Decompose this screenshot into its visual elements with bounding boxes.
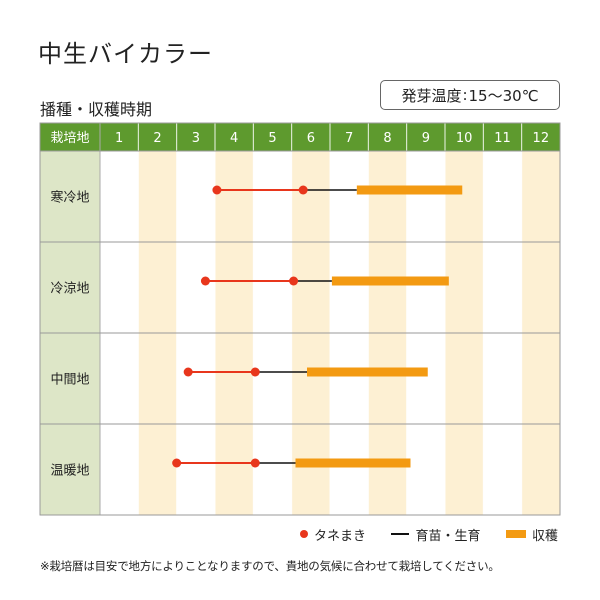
- sowing-start-dot-1: [212, 185, 222, 195]
- harvest-bar-icon: [505, 530, 526, 538]
- sowing-end-dot-1: [298, 185, 308, 195]
- harvest-bar-1: [356, 185, 463, 195]
- harvest-bar-4: [295, 458, 411, 468]
- month-label-12: 12: [533, 131, 550, 146]
- region-cell-1: [40, 151, 100, 242]
- region-label-3: 中間地: [50, 373, 89, 388]
- month-label-7: 7: [345, 131, 353, 146]
- growing-line-icon: [391, 533, 410, 535]
- month-label-11: 11: [494, 131, 511, 146]
- legend-label-sowing: タネまき: [314, 528, 367, 544]
- germination-temperature-value: 15～30℃: [468, 86, 539, 105]
- month-label-6: 6: [307, 131, 315, 146]
- germination-temperature-box: 発芽温度 : 15～30℃: [380, 80, 560, 110]
- region-label-1: 寒冷地: [50, 190, 89, 206]
- month-label-5: 5: [268, 131, 276, 146]
- germination-temperature-separator: :: [462, 86, 468, 104]
- month-label-2: 2: [153, 131, 161, 146]
- region-label-4: 温暖地: [50, 464, 89, 479]
- table-border: [39, 122, 561, 516]
- page-title: 中生バイカラー: [38, 40, 213, 68]
- legend-label-harvest: 収穫: [531, 528, 558, 544]
- cultivation-note: ※栽培暦は目安で地方によりことなりますので、貴地の気候に合わせて栽培してください…: [40, 559, 500, 573]
- table-header-background: [40, 123, 560, 151]
- harvest-bar-2: [331, 276, 449, 286]
- sowing-end-dot-3: [250, 367, 260, 377]
- region-cell-2: [40, 242, 100, 333]
- month-label-3: 3: [192, 131, 200, 146]
- sowing-start-dot-4: [172, 458, 182, 468]
- legend-item-growing: 育苗・生育: [391, 525, 481, 544]
- month-label-10: 10: [456, 131, 473, 146]
- region-cell-4: [40, 424, 100, 515]
- chart-title: 播種・収穫時期: [40, 100, 153, 119]
- sowing-start-dot-3: [183, 367, 193, 377]
- month-label-4: 4: [230, 131, 238, 146]
- legend-item-sowing: タネまき: [300, 525, 366, 544]
- region-cell-3: [40, 333, 100, 424]
- month-label-9: 9: [422, 131, 430, 146]
- month-label-8: 8: [383, 131, 391, 146]
- sowing-start-dot-2: [200, 276, 210, 286]
- region-label-2: 冷涼地: [50, 282, 89, 297]
- legend-label-growing: 育苗・生育: [415, 528, 481, 544]
- table-header-label: 栽培地: [50, 130, 89, 146]
- germination-temperature-label: 発芽温度: [401, 86, 462, 105]
- month-label-1: 1: [115, 131, 123, 146]
- legend-item-harvest: 収穫: [505, 525, 558, 544]
- legend: タネまき 育苗・生育 収穫: [300, 524, 558, 544]
- sowing-end-dot-2: [289, 276, 299, 286]
- harvest-bar-3: [307, 367, 428, 377]
- sowing-end-dot-4: [250, 458, 260, 468]
- sowing-dot-icon: [300, 530, 308, 538]
